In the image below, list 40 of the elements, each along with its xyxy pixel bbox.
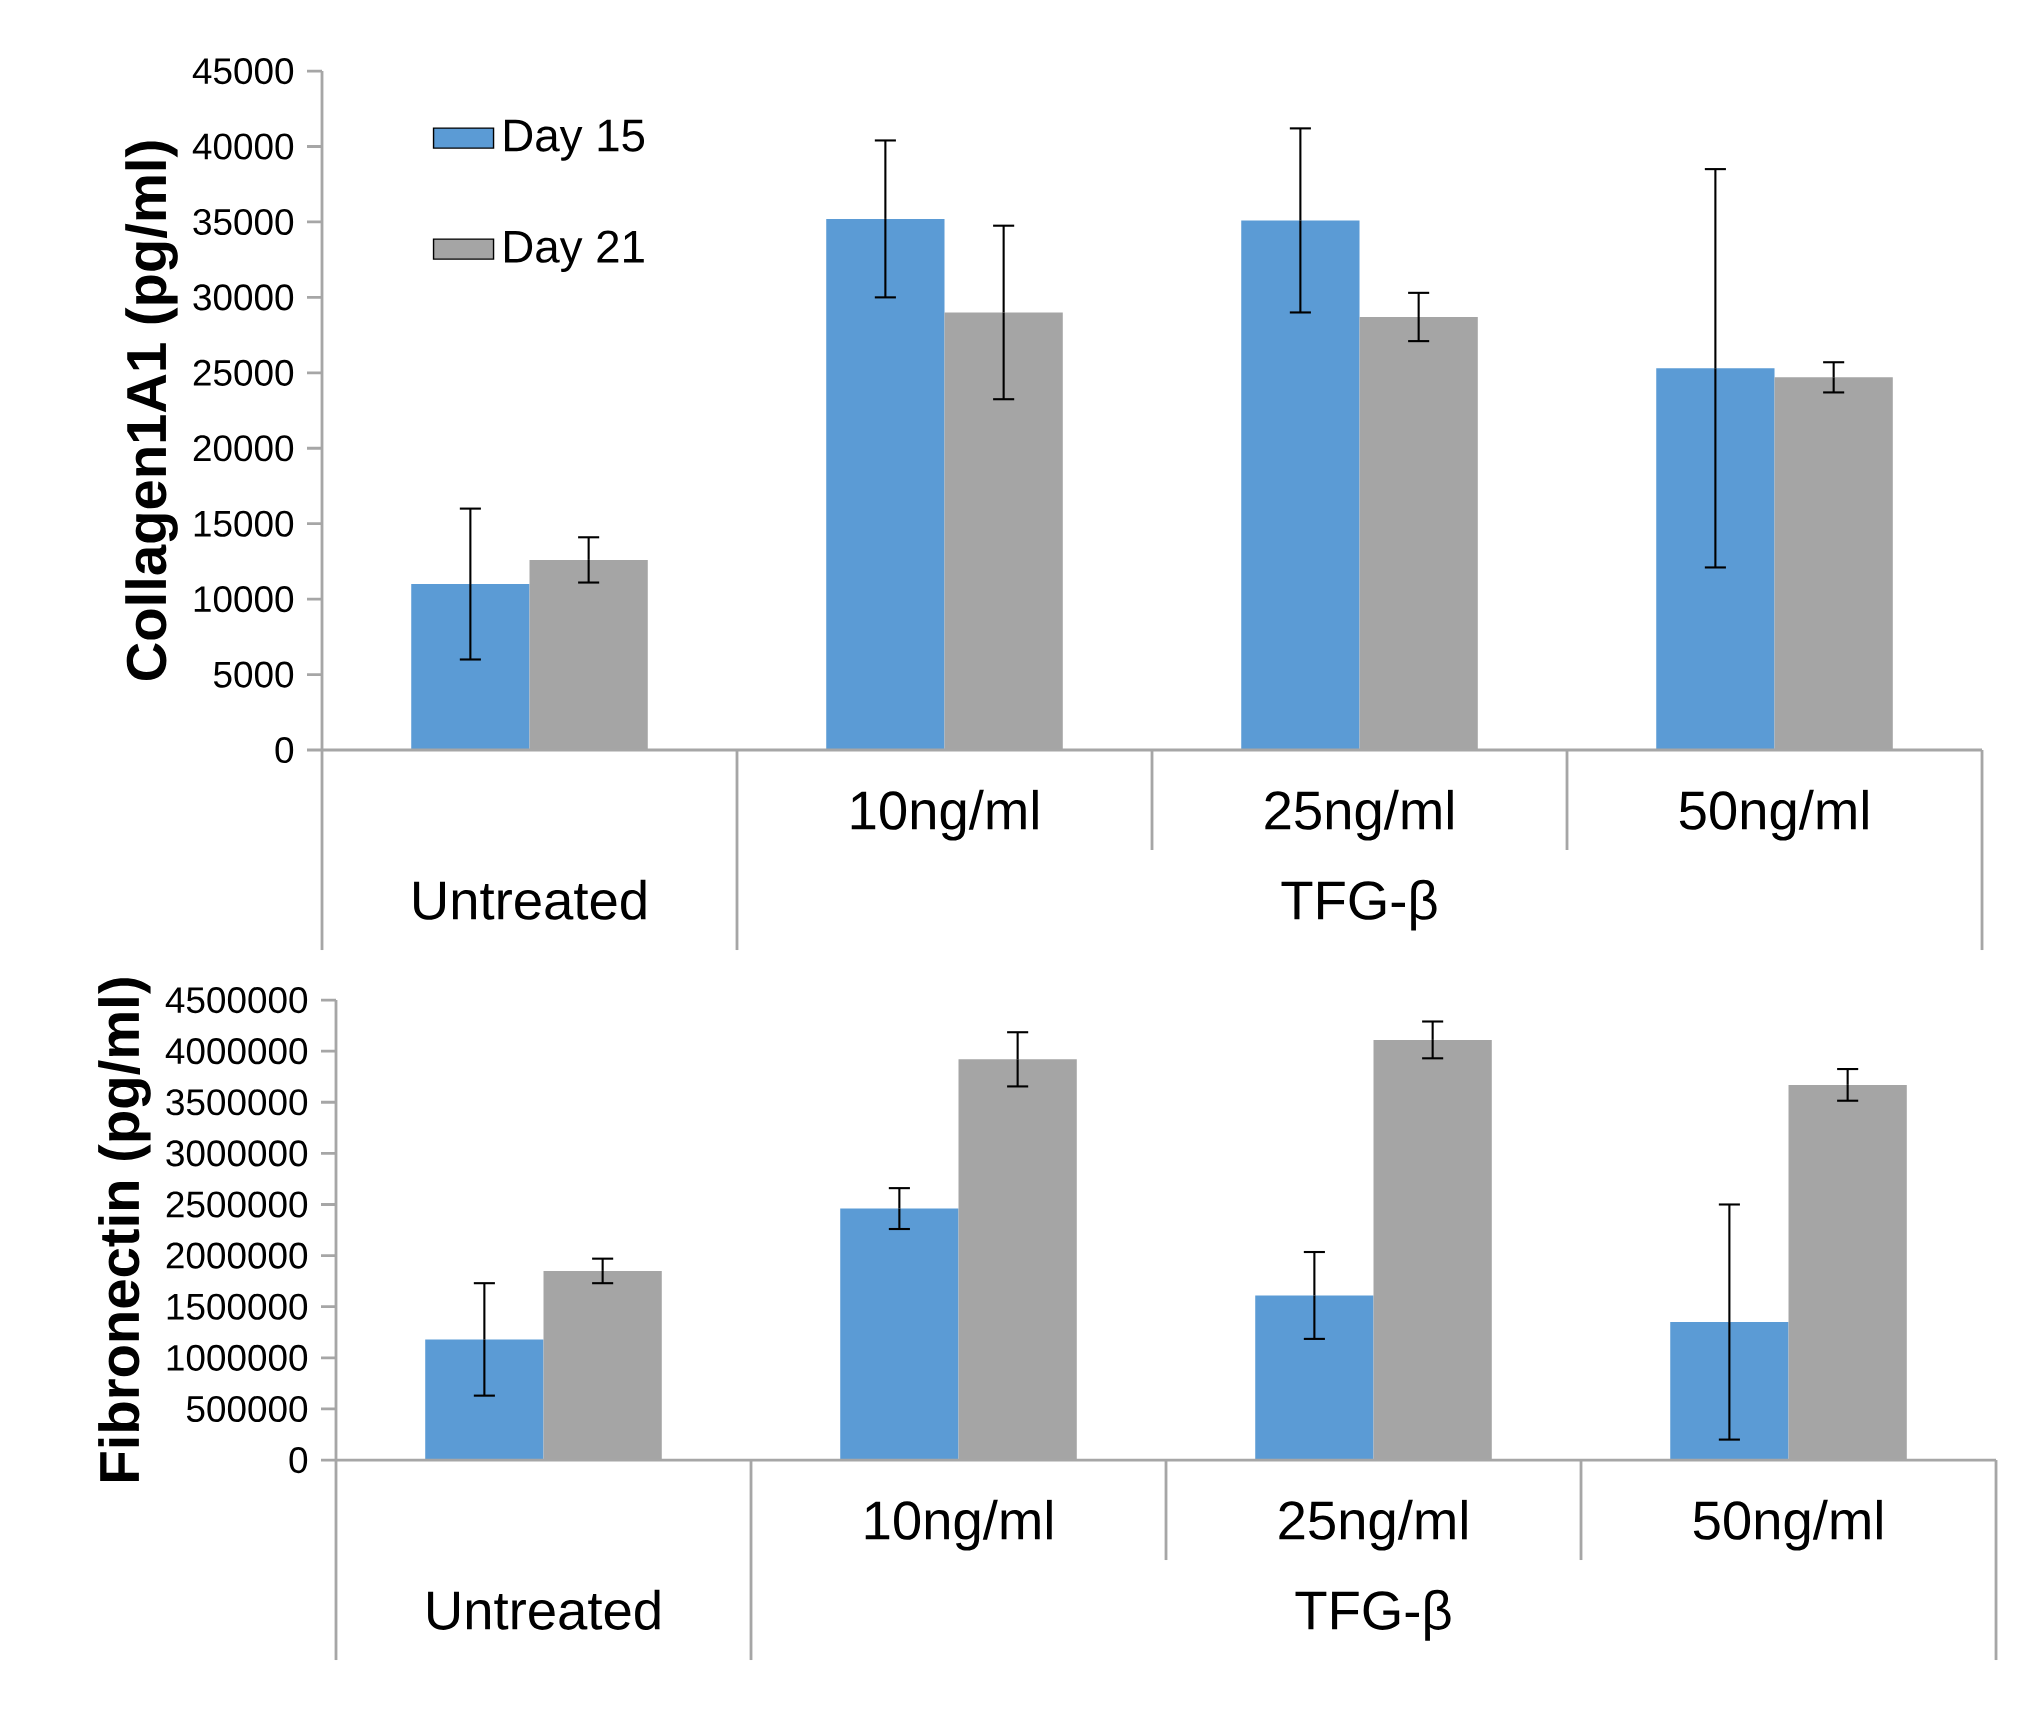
- bar: [1241, 220, 1360, 751]
- y-tick-label: 15000: [194, 510, 294, 537]
- y-tick-label: 4500000: [165, 987, 308, 1014]
- y-tick-label: 45000: [192, 58, 294, 85]
- bar: [826, 218, 945, 751]
- y-tick-label: 0: [289, 1447, 308, 1474]
- legend-label: Day 15: [505, 119, 645, 161]
- y-tick-label: 25000: [193, 359, 294, 386]
- y-tick-label: 1000000: [167, 1344, 308, 1371]
- bar: [1255, 1295, 1374, 1461]
- y-tick-label: 10000: [194, 586, 294, 613]
- x-tick-label: 50ng/ml: [1693, 1499, 1882, 1551]
- y-axis-title: Fibronectin (pg/ml): [98, 978, 151, 1481]
- bar: [411, 584, 530, 751]
- y-tick-label: 0: [275, 736, 294, 764]
- y-tick-label: 1500000: [167, 1293, 308, 1320]
- x-tick-label: Untreated: [428, 1589, 660, 1630]
- y-tick-label: 5000: [213, 661, 294, 688]
- x-tick-label: 25ng/ml: [1279, 1499, 1467, 1551]
- y-tick-label: 2500000: [166, 1191, 308, 1218]
- y-tick-label: 500000: [186, 1395, 308, 1423]
- text: TFG-β: [1281, 879, 1437, 931]
- y-axis-title: Collagen1A1 (pg/ml): [125, 141, 178, 681]
- bar: [840, 1208, 959, 1461]
- y-tick-label: 3000000: [166, 1140, 308, 1167]
- bar: [425, 1339, 544, 1461]
- legend-label: Day 21: [505, 230, 644, 272]
- text: TFG-β: [1295, 1589, 1451, 1641]
- y-tick-label: 40000: [192, 133, 294, 160]
- x-tick-label: 50ng/ml: [1679, 789, 1868, 841]
- y-tick-label: 4000000: [165, 1038, 308, 1065]
- x-tick-label: 25ng/ml: [1265, 789, 1453, 841]
- y-tick-label: 30000: [193, 284, 294, 311]
- x-tick-label: 10ng/ml: [865, 1499, 1052, 1551]
- x-tick-label: 10ng/ml: [851, 789, 1038, 841]
- x-tick-label: Untreated: [414, 879, 646, 920]
- y-tick-label: 20000: [193, 435, 294, 462]
- y-tick-label: 35000: [193, 208, 294, 236]
- y-tick-label: 2000000: [166, 1242, 308, 1269]
- y-tick-label: 3500000: [166, 1089, 308, 1116]
